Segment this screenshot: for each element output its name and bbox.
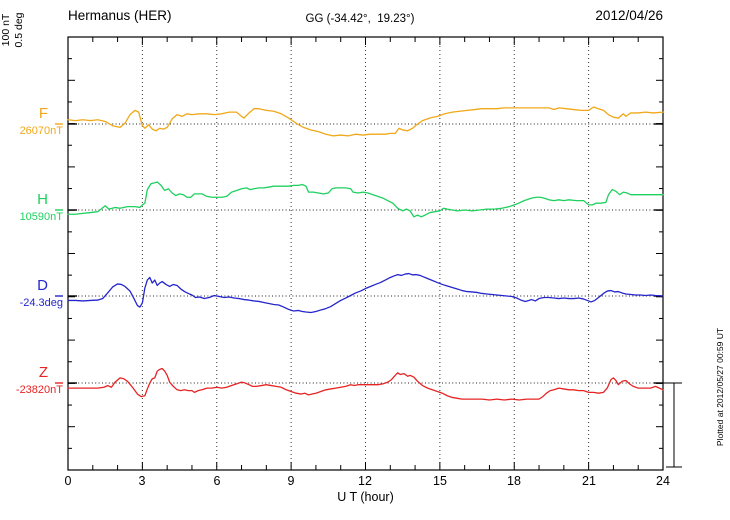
scale-bar-nt-label: 100 nT bbox=[0, 13, 12, 47]
x-tick-6: 6 bbox=[213, 474, 221, 488]
x-tick-18: 18 bbox=[507, 474, 521, 488]
plotted-timestamp: Plotted at 2012/05/27 00:59 UT bbox=[715, 327, 725, 447]
scale-bar-deg-label: 0.5 deg bbox=[12, 12, 25, 48]
x-tick-21: 21 bbox=[582, 474, 596, 488]
geo-coordinates: GG (-34.42°, 19.23°) bbox=[305, 13, 415, 25]
x-tick-15: 15 bbox=[433, 474, 447, 488]
trace-baseline-f: 26070nT bbox=[19, 125, 63, 137]
plot-date: 2012/04/26 bbox=[595, 8, 663, 23]
x-tick-24: 24 bbox=[656, 474, 670, 488]
scale-bar-label: 100 nT 0.5 deg bbox=[0, 0, 60, 60]
x-axis-title: U T (hour) bbox=[337, 490, 394, 504]
x-tick-12: 12 bbox=[358, 474, 372, 488]
trace-baseline-h: 10590nT bbox=[19, 211, 63, 223]
trace-label-f: F bbox=[38, 105, 48, 122]
trace-label-d: D bbox=[37, 277, 48, 294]
trace-baseline-z: -23820nT bbox=[15, 384, 63, 396]
trace-baseline-d: -24.3deg bbox=[19, 297, 63, 309]
trace-label-h: H bbox=[37, 191, 48, 208]
x-tick-9: 9 bbox=[287, 474, 295, 488]
station-title: Hermanus (HER) bbox=[68, 8, 172, 23]
trace-label-z: Z bbox=[38, 364, 48, 381]
x-tick-0: 0 bbox=[64, 474, 72, 488]
x-tick-3: 3 bbox=[138, 474, 146, 488]
